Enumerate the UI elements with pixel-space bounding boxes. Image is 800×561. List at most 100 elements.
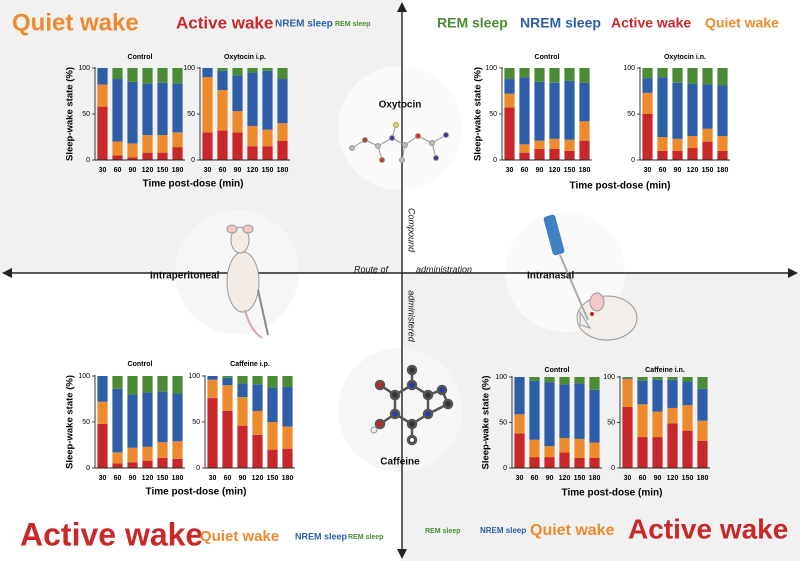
x-tick-label: 90: [654, 475, 662, 482]
x-tick-label: 30: [624, 475, 632, 482]
legend-entry: Active wake: [628, 513, 788, 544]
bar-segment: [202, 132, 213, 160]
bar-segment: [172, 132, 183, 148]
bar-segment: [222, 377, 233, 386]
bar-segment: [697, 420, 708, 441]
chart-title: Control: [128, 361, 153, 368]
y-tick-label: 0: [196, 465, 200, 472]
bar-segment: [564, 80, 575, 140]
bar-segment: [112, 68, 123, 80]
x-tick-label: 30: [99, 475, 107, 482]
bar-segment: [559, 377, 570, 385]
bar-segment: [142, 68, 153, 84]
bar-segment: [207, 398, 218, 468]
x-tick-label: 60: [521, 167, 529, 174]
x-tick-label: 60: [219, 167, 227, 174]
bar-segment: [667, 377, 678, 380]
x-axis-label: Time post-dose (min): [146, 487, 247, 498]
bar-segment: [702, 128, 713, 142]
bar-segment: [222, 410, 233, 468]
y-tick-label: 100: [78, 373, 90, 380]
bar-segment: [97, 106, 108, 160]
figure-label: Route of: [354, 264, 390, 274]
bar-segment: [529, 457, 540, 468]
bar-segment: [267, 376, 278, 388]
x-tick-label: 90: [239, 475, 247, 482]
bar-segment: [282, 448, 293, 468]
y-axis-label: Sleep-wake state (%): [481, 376, 492, 470]
bar-segment: [514, 433, 525, 468]
bar-segment: [277, 123, 288, 141]
y-tick-label: 50: [82, 111, 90, 118]
bar-segment: [252, 434, 263, 468]
bar-segment: [127, 81, 138, 144]
bar-segment: [97, 376, 108, 402]
bar-segment: [717, 150, 728, 160]
bar-segment: [247, 68, 258, 73]
x-tick-label: 150: [267, 475, 279, 482]
bar-segment: [667, 407, 678, 424]
bar-segment: [519, 77, 530, 145]
bar-segment: [564, 150, 575, 160]
chart-title: Oxytocin i.n.: [664, 54, 706, 61]
x-tick-label: 30: [516, 475, 524, 482]
bar-segment: [637, 404, 648, 438]
bar-segment: [519, 68, 530, 78]
icon-bg: [338, 348, 462, 472]
bar-segment: [262, 68, 273, 71]
chart-title: Oxytocin i.p.: [224, 54, 266, 61]
bar-segment: [529, 439, 540, 458]
bar-segment: [127, 376, 138, 395]
bar-segment: [217, 70, 228, 91]
y-tick-label: 100: [183, 65, 195, 72]
bar-segment: [574, 457, 585, 468]
bar-segment: [717, 85, 728, 137]
bar-segment: [702, 84, 713, 129]
bar-segment: [172, 441, 183, 459]
x-tick-label: 30: [506, 167, 514, 174]
x-tick-label: 150: [157, 167, 169, 174]
bar-segment: [652, 377, 663, 380]
bar-segment: [579, 140, 590, 160]
bar-segment: [157, 442, 168, 458]
x-tick-label: 60: [224, 475, 232, 482]
bar-segment: [564, 139, 575, 151]
bar-segment: [549, 148, 560, 160]
chart-title: Control: [128, 54, 153, 61]
bar-segment: [142, 460, 153, 468]
bar-segment: [127, 462, 138, 468]
x-tick-label: 90: [546, 475, 554, 482]
x-tick-label: 120: [142, 475, 154, 482]
icon-bg: [338, 66, 462, 190]
legend-entry: REM sleep: [348, 534, 383, 541]
legend-entry: Quiet wake: [12, 9, 139, 36]
bar-segment: [277, 140, 288, 160]
bar-segment: [529, 380, 540, 440]
bar-segment: [504, 68, 515, 80]
x-tick-label: 60: [114, 167, 122, 174]
bar-segment: [277, 79, 288, 124]
x-tick-label: 120: [549, 167, 561, 174]
y-tick-label: 100: [603, 374, 615, 381]
x-tick-label: 150: [157, 475, 169, 482]
bar-segment: [157, 457, 168, 468]
x-tick-label: 180: [172, 167, 184, 174]
bar-segment: [549, 82, 560, 139]
bar-segment: [252, 410, 263, 435]
x-tick-label: 180: [717, 167, 729, 174]
bar-segment: [564, 68, 575, 81]
bar-segment: [252, 384, 263, 411]
bar-segment: [534, 68, 545, 82]
bar-segment: [112, 79, 123, 142]
oxytocin-molecule: [349, 122, 449, 163]
bar-segment: [574, 377, 585, 384]
bar-segment: [172, 393, 183, 442]
y-tick-label: 50: [499, 419, 507, 426]
legend-entry: Active wake: [20, 516, 203, 552]
bar-segment: [157, 376, 168, 392]
bar-segment: [97, 68, 108, 85]
y-tick-label: 100: [78, 65, 90, 72]
bar-segment: [682, 430, 693, 468]
bar-segment: [589, 442, 600, 458]
figure-label: administered: [407, 290, 417, 343]
